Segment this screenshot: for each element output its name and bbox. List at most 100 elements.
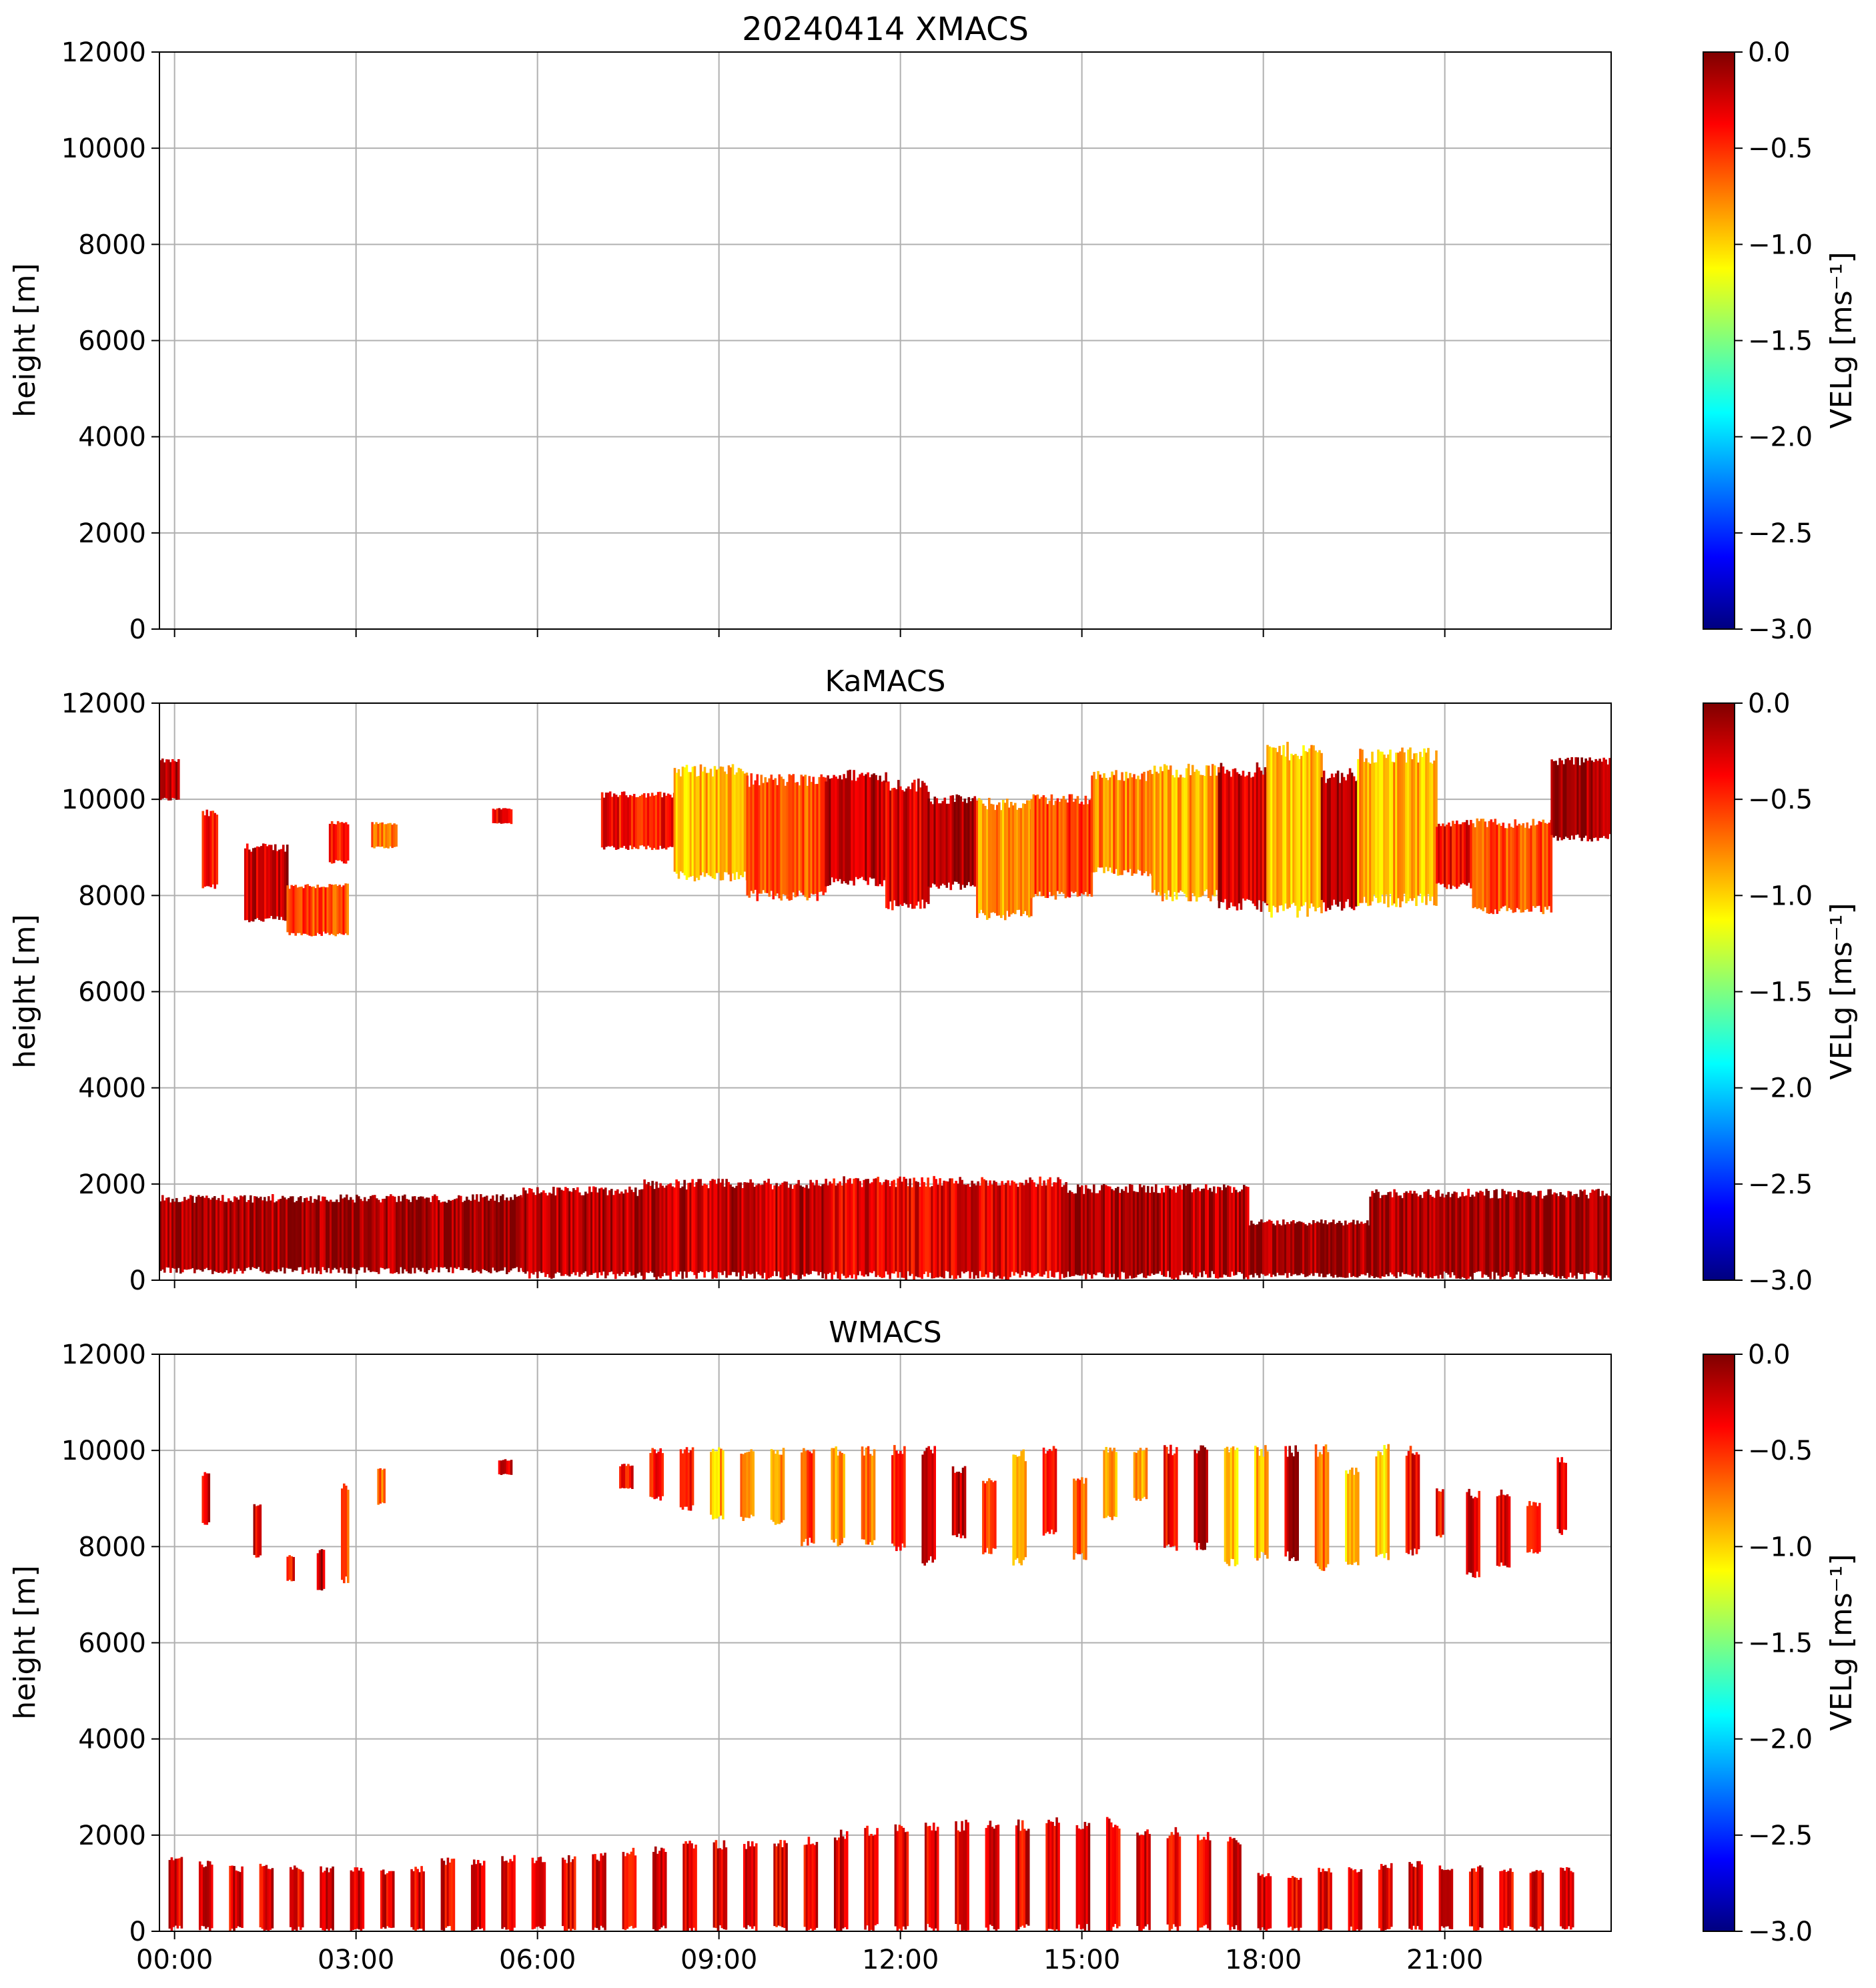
echo-strip (657, 1187, 660, 1277)
echo-layer (168, 1444, 1574, 1931)
echo-strip (905, 788, 908, 905)
echo-strip (264, 1197, 266, 1272)
echo-strip (596, 1192, 599, 1278)
echo-strip (746, 1452, 749, 1518)
echo-strip (1578, 765, 1581, 838)
echo-strip (254, 1196, 256, 1268)
echo-strip (201, 1195, 204, 1272)
echo-strip (773, 1185, 776, 1272)
echo-strip (752, 785, 755, 894)
echo-strip (1381, 1195, 1384, 1277)
echo-strip (229, 1200, 232, 1273)
echo-strip (1350, 1868, 1353, 1927)
echo-strip (690, 1843, 693, 1931)
echo-strip (897, 780, 900, 907)
echo-strip (213, 813, 217, 889)
y-axis-label: height [m] (8, 1565, 42, 1719)
echo-strip (867, 1446, 870, 1545)
boundary-layer-column (1227, 1837, 1242, 1931)
echo-strip (699, 764, 702, 876)
echo-strip (759, 1185, 762, 1276)
echo-strip (1138, 1835, 1141, 1931)
echo-strip (689, 1182, 692, 1272)
echo-strip (1476, 818, 1479, 909)
echo-strip (1360, 1221, 1363, 1275)
boundary-layer-column (440, 1857, 456, 1931)
echo-strip (588, 1186, 591, 1276)
echo-strip (558, 1187, 561, 1273)
echo-strip (1270, 1220, 1273, 1278)
echo-strip (312, 886, 315, 936)
boundary-layer-column (561, 1855, 576, 1931)
echo-strip (1302, 1222, 1305, 1275)
y-tick-label: 2000 (78, 1821, 146, 1851)
echo-strip (1209, 1187, 1212, 1278)
echo-strip (1137, 1450, 1140, 1499)
echo-strip (631, 1465, 634, 1490)
echo-strip (963, 799, 967, 888)
echo-strip (1351, 1467, 1354, 1565)
echo-strip (322, 887, 325, 932)
echo-strip (1532, 819, 1535, 907)
echo-strip (694, 1845, 697, 1931)
echo-strip (590, 1191, 593, 1276)
echo-strip (1125, 1186, 1127, 1280)
x-tick-label: 12:00 (862, 1945, 939, 1975)
echo-strip (1191, 1192, 1194, 1275)
echo-strip (1552, 761, 1555, 838)
echo-strip (412, 1196, 414, 1268)
echo-strip (422, 1871, 425, 1931)
echo-strip (1328, 1868, 1330, 1929)
echo-region (1218, 762, 1269, 912)
echo-strip (865, 774, 867, 881)
echo-strip (809, 1844, 813, 1929)
echo-strip (1149, 769, 1151, 874)
echo-strip (1377, 749, 1380, 903)
echo-strip (240, 1195, 242, 1271)
echo-strip (937, 1184, 939, 1278)
echo-strip (1501, 1189, 1504, 1278)
echo-strip (238, 1199, 240, 1269)
echo-strip (894, 1824, 897, 1927)
echo-strip (961, 801, 965, 885)
echo-strip (231, 1201, 234, 1269)
echo-strip (1236, 1448, 1239, 1565)
echo-strip (356, 1867, 359, 1929)
echo-strip (725, 774, 729, 873)
colorbar-tick-label: −2.5 (1748, 1169, 1813, 1200)
echo-strip (719, 766, 723, 881)
echo-strip (1107, 1186, 1109, 1278)
echo-strip (1472, 1498, 1474, 1578)
echo-strip (646, 793, 650, 846)
echo-strip (1083, 1821, 1087, 1931)
echo-strip (183, 1197, 186, 1270)
echo-strip (994, 810, 997, 913)
echo-strip (1411, 759, 1414, 901)
echo-region (861, 1446, 876, 1545)
echo-strip (658, 1851, 661, 1929)
echo-strip (1141, 1187, 1143, 1274)
echo-strip (1304, 1224, 1307, 1278)
echo-strip (1487, 1191, 1490, 1278)
echo-strip (1089, 1189, 1091, 1276)
echo-strip (987, 1825, 990, 1931)
echo-strip (656, 792, 660, 850)
echo-strip (1405, 1456, 1408, 1553)
echo-strip (1224, 773, 1227, 899)
echo-region (498, 1459, 513, 1476)
echo-strip (302, 1202, 304, 1274)
echo-strip (383, 824, 386, 849)
echo-strip (330, 884, 333, 934)
echo-strip (391, 825, 394, 849)
echo-strip (326, 1199, 328, 1273)
echo-strip (580, 1195, 583, 1275)
echo-strip (901, 1181, 903, 1278)
boundary-layer-column (833, 1829, 849, 1931)
echo-strip (1105, 1185, 1107, 1278)
echo-strip (328, 823, 332, 863)
echo-strip (875, 1178, 877, 1278)
echo-strip (1397, 753, 1400, 899)
echo-strip (576, 1187, 579, 1272)
echo-strip (697, 1179, 700, 1273)
echo-strip (1387, 1191, 1390, 1277)
